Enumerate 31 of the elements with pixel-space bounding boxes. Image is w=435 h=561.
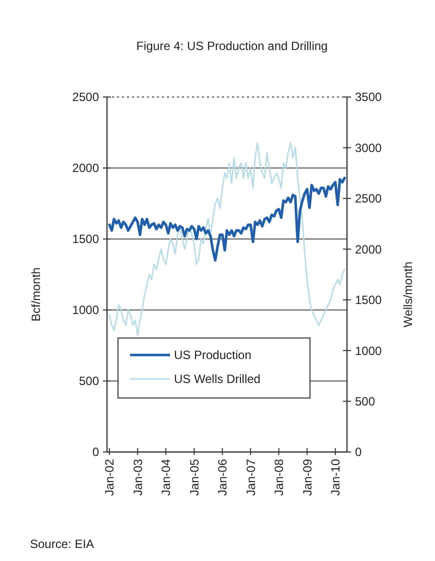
x-tick-label: Jan-06 xyxy=(216,458,230,496)
y2-tick-label: 3000 xyxy=(355,140,382,155)
legend-label: US Production xyxy=(174,348,252,362)
y-tick-label: 500 xyxy=(78,374,100,388)
y-tick-label: 1000 xyxy=(72,303,100,318)
y-tick-label: 0 xyxy=(92,445,100,460)
y-tick-label: 1500 xyxy=(72,232,100,246)
legend-label: US Wells Drilled xyxy=(174,372,260,386)
x-tick-label: Jan-03 xyxy=(130,458,145,496)
y2-axis-title: Wells/month xyxy=(401,262,415,328)
y2-tick-label: 3500 xyxy=(355,90,382,104)
source-note: Source: EIA xyxy=(30,537,94,551)
x-tick-label: Jan-04 xyxy=(159,458,174,496)
y-tick-label: 2000 xyxy=(72,161,100,176)
x-tick-label: Jan-05 xyxy=(187,458,202,496)
y2-tick-label: 1000 xyxy=(355,344,382,358)
x-tick-label: Jan-07 xyxy=(244,458,258,496)
x-tick-label: Jan-08 xyxy=(272,458,286,496)
line-series xyxy=(108,176,346,262)
y-axis-title: Bcf/month xyxy=(29,267,43,322)
y2-tick-label: 0 xyxy=(355,445,362,460)
line-series xyxy=(108,142,346,336)
y-tick-label: 2500 xyxy=(72,90,100,104)
y2-tick-label: 2000 xyxy=(355,242,382,256)
x-tick-label: Jan-10 xyxy=(328,458,343,496)
x-tick-label: Jan-02 xyxy=(102,458,117,496)
y2-tick-label: 2500 xyxy=(355,192,382,206)
x-tick-label: Jan-09 xyxy=(300,458,314,496)
y2-tick-label: 1500 xyxy=(355,293,382,308)
y2-tick-label: 500 xyxy=(355,394,376,408)
chart-title: Figure 4: US Production and Drilling xyxy=(136,39,328,53)
